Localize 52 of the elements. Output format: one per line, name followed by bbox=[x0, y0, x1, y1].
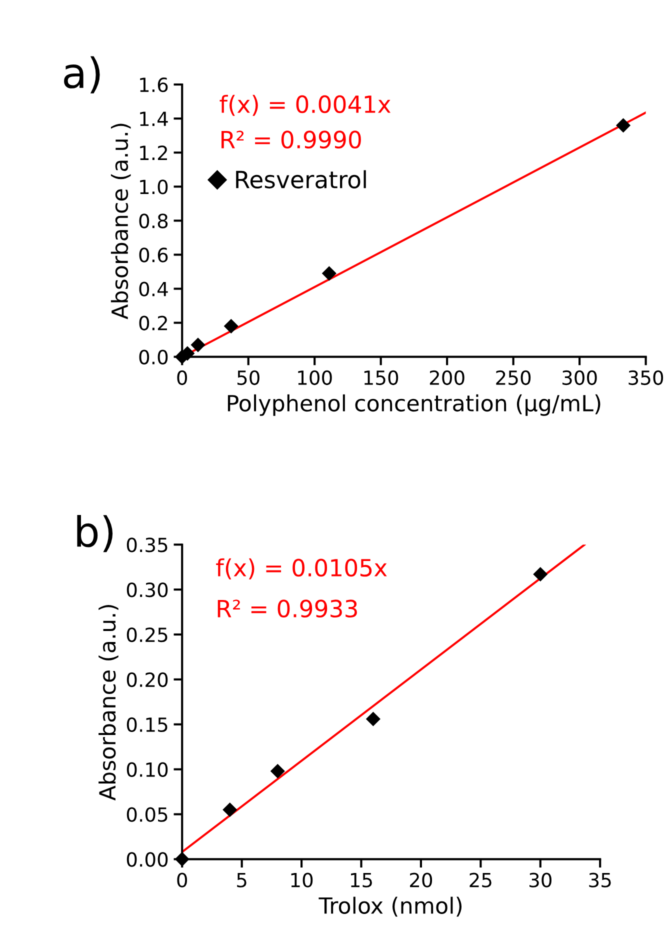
point bbox=[190, 338, 206, 352]
y-tick-label: 0.10 bbox=[126, 762, 168, 777]
y-tick-label: 0.05 bbox=[126, 807, 168, 822]
y-tick-label: 0.20 bbox=[126, 672, 168, 688]
y-tick-label: 0.35 bbox=[126, 538, 168, 552]
x-axis-title: Trolox (nmol) bbox=[318, 896, 462, 917]
x-tick-label: 15 bbox=[351, 872, 372, 888]
annotation: R² = 0.9933 bbox=[218, 600, 357, 618]
y-tick-label: 0.8 bbox=[139, 214, 168, 228]
chart-title: b) bbox=[77, 515, 113, 552]
annotation: f(x) = 0.0041x bbox=[220, 94, 391, 116]
y-tick-label: 1.4 bbox=[140, 112, 168, 126]
y-tick-label: 0.0 bbox=[139, 350, 168, 364]
y-axis-title: Absorbance (a.u.) bbox=[110, 124, 131, 320]
x-tick-label: 200 bbox=[430, 370, 464, 386]
y-tick-label: 0.6 bbox=[139, 248, 168, 262]
point bbox=[533, 566, 548, 582]
y-axis-title: Absorbance (a.u.) bbox=[98, 605, 118, 801]
y-tick-label: 0.00 bbox=[126, 852, 168, 867]
point bbox=[366, 712, 380, 726]
y-tick-label: 0.15 bbox=[126, 717, 168, 732]
x-tick-label: 0 bbox=[177, 370, 188, 386]
y-tick-label: 0.4 bbox=[139, 282, 168, 296]
point bbox=[616, 118, 631, 133]
point bbox=[224, 318, 238, 334]
x-axis-title: Polyphenol concentration (µg/mL) bbox=[228, 394, 600, 416]
x-tick-label: 30 bbox=[529, 872, 552, 888]
x-tick-label: 5 bbox=[237, 872, 246, 888]
point bbox=[322, 266, 336, 281]
annotation: R² = 0.9990 bbox=[222, 130, 361, 149]
point bbox=[222, 802, 238, 818]
y-tick-label: 1.2 bbox=[140, 146, 167, 160]
x-tick-label: 250 bbox=[496, 370, 531, 386]
y-tick-label: 0.30 bbox=[126, 582, 168, 598]
x-tick-label: 350 bbox=[628, 370, 664, 386]
chart-title: a) bbox=[64, 56, 100, 94]
x-tick-label: 100 bbox=[298, 370, 332, 386]
point bbox=[270, 764, 285, 778]
x-tick-label: 150 bbox=[364, 370, 398, 386]
legend-label: Resveratrol bbox=[236, 170, 366, 188]
x-tick-label: 10 bbox=[291, 872, 313, 888]
x-tick-label: 300 bbox=[562, 370, 597, 386]
y-tick-label: 0.25 bbox=[126, 627, 168, 642]
y-tick-label: 0.2 bbox=[139, 316, 167, 330]
x-tick-label: 0 bbox=[177, 872, 188, 888]
x-tick-label: 20 bbox=[410, 872, 432, 888]
annotation: f(x) = 0.0105x bbox=[216, 558, 387, 580]
x-tick-label: 25 bbox=[470, 872, 492, 888]
x-tick-label: 50 bbox=[237, 370, 260, 386]
y-tick-label: 1.6 bbox=[140, 77, 168, 92]
y-tick-label: 1.0 bbox=[140, 180, 168, 194]
x-tick-label: 35 bbox=[589, 872, 611, 888]
